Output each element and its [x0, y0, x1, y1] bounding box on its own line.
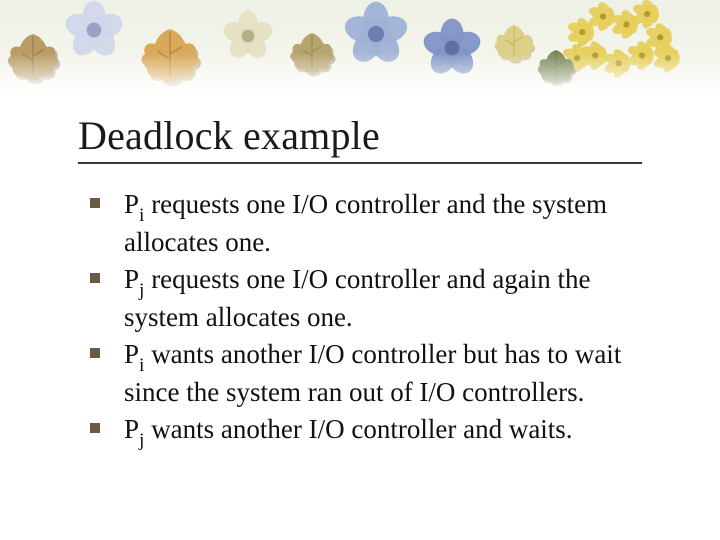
decorative-banner	[0, 0, 720, 96]
list-item: Pi wants another I/O controller but has …	[90, 338, 650, 409]
banner-svg	[0, 0, 720, 96]
list-item-text: Pi wants another I/O controller but has …	[124, 338, 650, 409]
square-bullet-icon	[90, 423, 100, 433]
list-item: Pj requests one I/O controller and again…	[90, 263, 650, 334]
square-bullet-icon	[90, 273, 100, 283]
list-item: Pi requests one I/O controller and the s…	[90, 188, 650, 259]
square-bullet-icon	[90, 198, 100, 208]
list-item: Pj wants another I/O controller and wait…	[90, 413, 650, 451]
process-symbol: P	[124, 264, 139, 294]
process-subscript: j	[139, 430, 144, 451]
list-item-text: Pi requests one I/O controller and the s…	[124, 188, 650, 259]
process-subscript: i	[139, 355, 144, 376]
process-subscript: j	[139, 280, 144, 301]
list-item-text: Pj wants another I/O controller and wait…	[124, 413, 650, 451]
slide-title: Deadlock example	[78, 112, 380, 159]
list-item-rest: wants another I/O controller and waits.	[144, 414, 572, 444]
process-subscript: i	[139, 205, 144, 226]
slide: Deadlock example Pi requests one I/O con…	[0, 0, 720, 540]
list-item-rest: requests one I/O controller and again th…	[124, 264, 591, 332]
list-item-text: Pj requests one I/O controller and again…	[124, 263, 650, 334]
bullet-list: Pi requests one I/O controller and the s…	[90, 188, 650, 455]
title-underline	[78, 162, 642, 164]
process-symbol: P	[124, 189, 139, 219]
process-symbol: P	[124, 414, 139, 444]
list-item-rest: wants another I/O controller but has to …	[124, 339, 621, 407]
process-symbol: P	[124, 339, 139, 369]
list-item-rest: requests one I/O controller and the syst…	[124, 189, 607, 257]
square-bullet-icon	[90, 348, 100, 358]
